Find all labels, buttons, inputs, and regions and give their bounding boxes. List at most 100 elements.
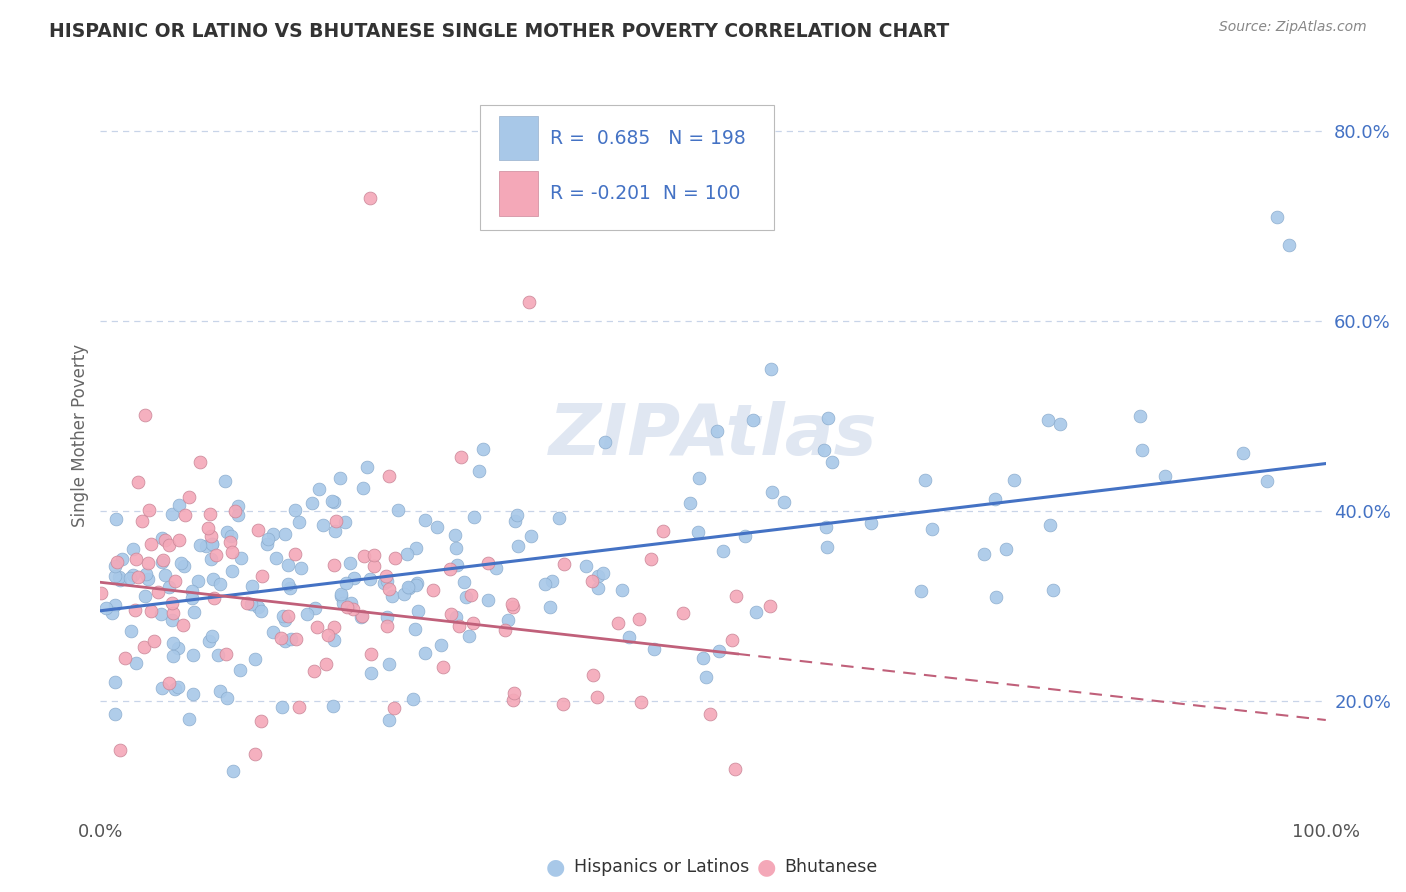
Point xyxy=(378,468,401,483)
Point xyxy=(188,455,211,469)
Point xyxy=(219,535,242,549)
Point xyxy=(305,620,328,634)
Point xyxy=(120,570,142,584)
Point xyxy=(1036,413,1059,427)
Point xyxy=(973,548,995,562)
Point xyxy=(1039,518,1062,533)
Point xyxy=(447,618,470,632)
Point xyxy=(104,569,127,583)
Point xyxy=(114,650,136,665)
Point xyxy=(586,581,609,595)
Point xyxy=(104,706,127,721)
Point xyxy=(262,527,284,541)
Point xyxy=(221,545,243,559)
Point xyxy=(205,548,228,562)
Point xyxy=(200,529,222,543)
Point xyxy=(503,686,526,700)
Point xyxy=(277,577,299,591)
Point xyxy=(138,503,160,517)
Point xyxy=(446,558,468,572)
Point xyxy=(405,541,427,555)
Point xyxy=(150,555,173,569)
Point xyxy=(392,587,415,601)
Point xyxy=(404,622,426,636)
Point xyxy=(692,650,714,665)
Point xyxy=(163,574,186,588)
Point xyxy=(104,599,127,613)
Point xyxy=(187,574,209,589)
Point xyxy=(197,521,219,535)
Point xyxy=(325,514,347,528)
Point xyxy=(240,579,263,593)
Point xyxy=(274,634,297,648)
Point xyxy=(157,675,180,690)
Point xyxy=(277,558,299,573)
Point xyxy=(477,556,499,570)
Point xyxy=(1049,417,1071,431)
Point xyxy=(814,520,837,534)
Point xyxy=(1002,473,1025,487)
Point xyxy=(278,581,301,595)
Point xyxy=(724,762,747,776)
Point xyxy=(215,691,238,706)
Point xyxy=(104,558,127,573)
Text: HISPANIC OR LATINO VS BHUTANESE SINGLE MOTHER POVERTY CORRELATION CHART: HISPANIC OR LATINO VS BHUTANESE SINGLE M… xyxy=(49,22,949,41)
Point xyxy=(127,570,149,584)
Point xyxy=(153,533,176,548)
Point xyxy=(506,508,529,522)
Point xyxy=(312,518,335,533)
Point xyxy=(494,623,516,637)
Y-axis label: Single Mother Poverty: Single Mother Poverty xyxy=(72,343,89,526)
Point xyxy=(150,531,173,545)
Point xyxy=(921,522,943,536)
Text: ZIPAtlas: ZIPAtlas xyxy=(548,401,877,469)
Point xyxy=(607,615,630,630)
Point xyxy=(413,513,436,527)
Point xyxy=(640,552,662,566)
Point xyxy=(356,459,378,474)
Point xyxy=(815,540,838,554)
Point xyxy=(125,656,148,670)
Point xyxy=(679,495,702,509)
Point xyxy=(295,607,318,622)
Point xyxy=(672,606,695,620)
Point xyxy=(725,590,748,604)
Point xyxy=(817,411,839,425)
Point xyxy=(226,508,249,522)
Point xyxy=(706,424,728,438)
Point xyxy=(201,572,224,586)
Point xyxy=(198,507,221,521)
Point xyxy=(139,537,162,551)
Point xyxy=(183,605,205,619)
Point xyxy=(617,630,640,644)
Point xyxy=(280,632,302,647)
Point xyxy=(381,589,404,603)
Point xyxy=(444,541,467,555)
Point xyxy=(761,485,783,500)
Point xyxy=(166,681,188,695)
Point xyxy=(551,698,574,712)
Point xyxy=(136,572,159,586)
Point xyxy=(332,596,354,610)
Point xyxy=(588,568,610,582)
Point xyxy=(229,551,252,566)
Point xyxy=(120,624,142,638)
Point xyxy=(250,714,273,728)
Point xyxy=(208,684,231,698)
Point xyxy=(405,577,427,591)
Point xyxy=(219,529,242,543)
Point xyxy=(651,524,673,539)
Point xyxy=(761,362,783,376)
Point xyxy=(1130,443,1153,458)
Point xyxy=(245,651,267,665)
Point xyxy=(239,598,262,612)
Point xyxy=(162,596,184,610)
Point xyxy=(170,556,193,570)
Text: ●: ● xyxy=(756,857,776,877)
Point xyxy=(201,629,224,643)
Point xyxy=(124,552,146,566)
Point xyxy=(157,581,180,595)
FancyBboxPatch shape xyxy=(499,116,538,161)
Point xyxy=(350,609,373,624)
Point xyxy=(208,576,231,591)
